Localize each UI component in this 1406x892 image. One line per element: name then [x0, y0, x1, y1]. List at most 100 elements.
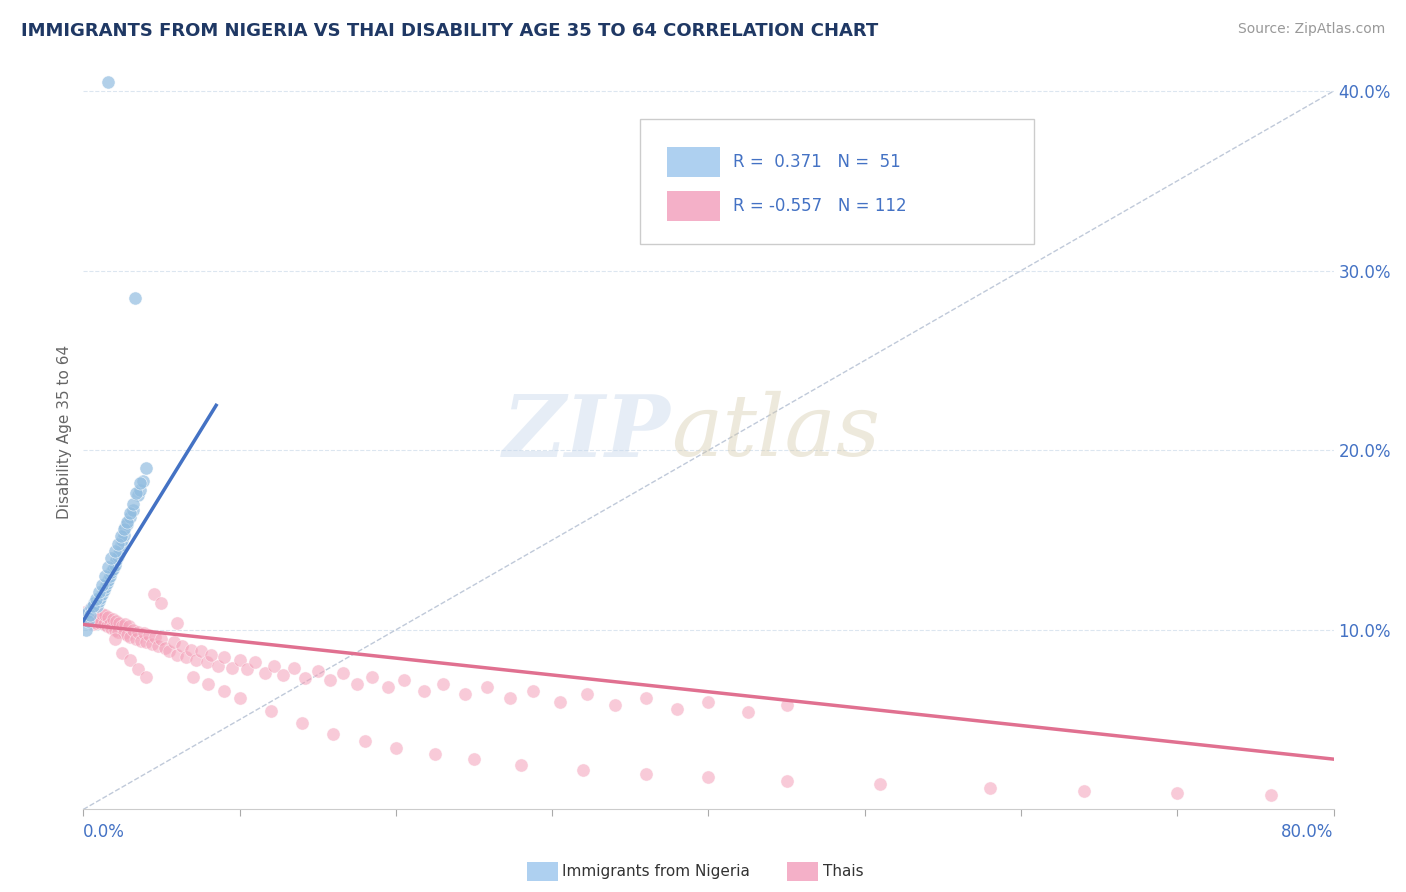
Point: [200, 648, 222, 662]
Point: [120, 630, 142, 644]
Point: [197, 676, 219, 690]
Point: [134, 626, 156, 640]
Point: [1166, 786, 1188, 800]
Point: [228, 653, 250, 667]
Point: [166, 615, 188, 630]
Point: [120, 653, 142, 667]
Point: [96, 576, 118, 591]
Bar: [668, 191, 720, 221]
Point: [153, 640, 176, 655]
Point: [212, 684, 235, 698]
Point: [110, 538, 132, 552]
Point: [392, 673, 415, 687]
Point: [100, 551, 122, 566]
Point: [94, 580, 117, 594]
Point: [115, 515, 138, 529]
Point: [148, 639, 170, 653]
Point: [105, 553, 128, 567]
Point: [170, 639, 193, 653]
Point: [128, 483, 150, 497]
Point: [108, 615, 131, 630]
Point: [94, 608, 117, 623]
Point: [181, 669, 204, 683]
Point: [75, 608, 97, 623]
Point: [221, 660, 243, 674]
Text: R =  0.371   N =  51: R = 0.371 N = 51: [734, 153, 901, 171]
Point: [83, 596, 105, 610]
Point: [166, 648, 188, 662]
Point: [283, 660, 305, 674]
Point: [332, 665, 354, 680]
Point: [122, 497, 145, 511]
Point: [91, 607, 114, 621]
Point: [84, 615, 107, 630]
Point: [180, 642, 202, 657]
Point: [291, 716, 314, 731]
Point: [73, 605, 96, 619]
Point: [107, 624, 129, 639]
Point: [97, 75, 120, 89]
Point: [463, 752, 485, 766]
Point: [413, 684, 436, 698]
Point: [157, 644, 180, 658]
Point: [499, 691, 522, 706]
Point: [522, 684, 544, 698]
Point: [453, 688, 475, 702]
Point: [138, 628, 160, 642]
Point: [77, 605, 100, 619]
Point: [131, 474, 153, 488]
Point: [82, 617, 104, 632]
Point: [979, 780, 1001, 795]
Point: [125, 486, 148, 500]
Point: [263, 658, 285, 673]
Point: [775, 698, 797, 713]
Point: [150, 596, 173, 610]
Point: [115, 628, 138, 642]
Point: [135, 669, 157, 683]
Point: [80, 601, 103, 615]
Point: [245, 655, 267, 669]
Point: [575, 688, 598, 702]
Point: [100, 566, 122, 580]
Point: [98, 617, 121, 632]
Point: [75, 623, 97, 637]
Point: [97, 610, 120, 624]
Point: [103, 632, 125, 646]
Point: [87, 594, 110, 608]
Point: [163, 635, 186, 649]
Point: [114, 520, 136, 534]
Point: [96, 619, 118, 633]
Point: [125, 632, 148, 646]
Point: [79, 614, 101, 628]
Point: [143, 630, 166, 644]
Point: [101, 612, 124, 626]
Point: [385, 741, 408, 756]
Point: [94, 569, 117, 583]
Point: [184, 653, 207, 667]
Point: [236, 662, 259, 676]
Text: ZIP: ZIP: [503, 391, 671, 474]
Point: [207, 658, 229, 673]
Point: [87, 612, 110, 626]
Point: [141, 637, 163, 651]
Bar: [668, 147, 720, 178]
Point: [634, 691, 657, 706]
Point: [108, 546, 131, 560]
Point: [107, 536, 129, 550]
Point: [260, 704, 283, 718]
Point: [423, 747, 446, 761]
Point: [307, 664, 329, 678]
Point: [91, 587, 114, 601]
Point: [91, 578, 114, 592]
Y-axis label: Disability Age 35 to 64: Disability Age 35 to 64: [58, 345, 72, 519]
Point: [89, 615, 111, 630]
Point: [105, 614, 128, 628]
Point: [100, 621, 122, 635]
Point: [135, 635, 157, 649]
Point: [117, 619, 139, 633]
Point: [195, 655, 218, 669]
Point: [273, 667, 295, 681]
Point: [124, 291, 146, 305]
Point: [83, 607, 105, 621]
Point: [475, 681, 498, 695]
